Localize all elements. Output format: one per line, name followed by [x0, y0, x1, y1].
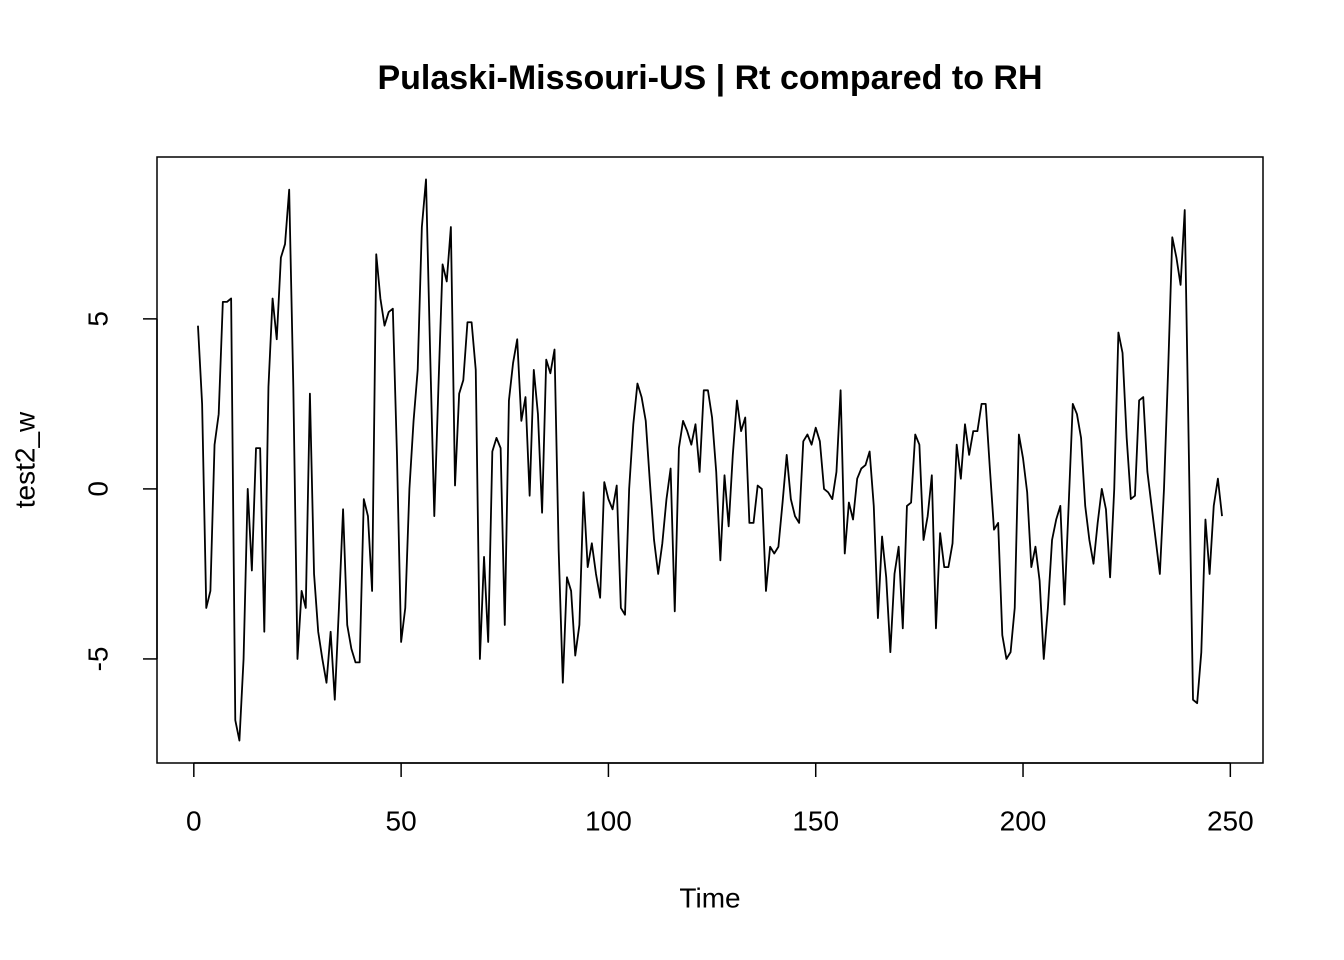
y-tick-label: 0 [82, 481, 113, 497]
x-tick-label: 0 [186, 805, 202, 836]
x-tick-label: 50 [386, 805, 417, 836]
x-axis-label: Time [679, 882, 740, 913]
chart-title: Pulaski-Missouri-US | Rt compared to RH [377, 59, 1042, 97]
series-line [197, 178, 1223, 742]
x-tick-label: 200 [1000, 805, 1047, 836]
x-tick-label: 250 [1207, 805, 1254, 836]
y-axis-label: test2_w [9, 411, 40, 508]
x-tick-label: 100 [585, 805, 632, 836]
y-tick-label: 5 [82, 311, 113, 327]
x-tick-label: 150 [792, 805, 839, 836]
y-tick-label: -5 [82, 646, 113, 671]
